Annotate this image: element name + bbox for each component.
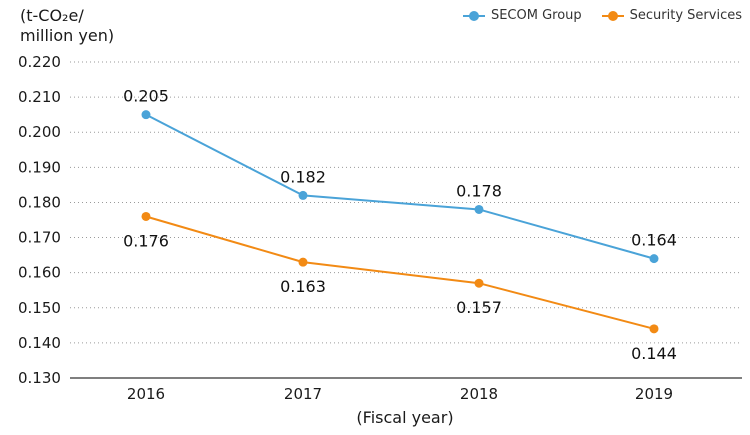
legend-marker-secom-group: [462, 10, 485, 22]
series-line-0: [145, 113, 655, 260]
y-tick-label: 0.170: [18, 229, 61, 247]
data-point: [141, 211, 151, 221]
y-tick-label: 0.210: [18, 88, 61, 106]
y-tick-label: 0.140: [18, 334, 61, 352]
data-point: [141, 110, 151, 120]
data-point: [474, 278, 484, 288]
x-tick-label: 2018: [460, 385, 498, 403]
y-tick-label: 0.160: [18, 264, 61, 282]
y-tick-label: 0.130: [18, 369, 61, 387]
data-point: [298, 190, 308, 200]
legend-item-secom-group: SECOM Group: [462, 8, 582, 23]
data-point: [649, 254, 659, 264]
y-tick-label: 0.200: [18, 123, 61, 141]
x-axis-title: (Fiscal year): [356, 408, 454, 427]
data-label: 0.176: [123, 231, 169, 250]
legend: SECOM Group Security Services: [462, 8, 742, 23]
x-tick-label: 2019: [635, 385, 673, 403]
data-label: 0.163: [280, 277, 326, 296]
y-unit-line1: (t-CO₂e/: [20, 6, 84, 25]
y-tick-label: 0.190: [18, 158, 61, 176]
data-label: 0.182: [280, 167, 326, 186]
y-unit-label: (t-CO₂e/ million yen): [20, 6, 114, 46]
data-point: [298, 257, 308, 267]
data-label: 0.205: [123, 87, 169, 106]
x-tick-label: 2017: [284, 385, 322, 403]
y-tick-label: 0.150: [18, 299, 61, 317]
y-tick-label: 0.220: [18, 53, 61, 71]
y-tick-label: 0.180: [18, 193, 61, 211]
data-label: 0.144: [631, 344, 677, 363]
series-line-1: [145, 215, 655, 330]
data-point: [649, 324, 659, 334]
legend-marker-security-services: [601, 10, 624, 22]
data-point: [474, 204, 484, 214]
x-tick-label: 2016: [127, 385, 165, 403]
legend-label-security-services: Security Services: [629, 8, 742, 23]
legend-item-security-services: Security Services: [601, 8, 742, 23]
legend-label-secom-group: SECOM Group: [490, 8, 582, 23]
data-label: 0.178: [456, 181, 502, 200]
data-label: 0.164: [631, 231, 677, 250]
data-label: 0.157: [456, 298, 502, 317]
y-unit-line2: million yen): [20, 26, 115, 45]
